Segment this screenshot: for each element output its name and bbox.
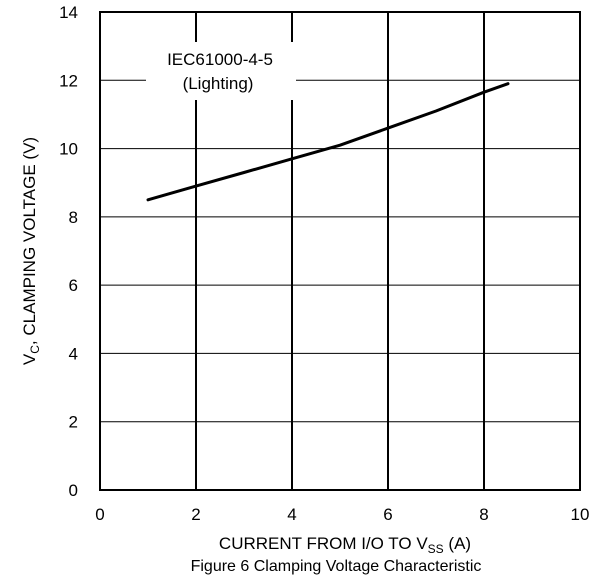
y-tick-label-6: 6	[69, 276, 78, 295]
annotation-line-1: IEC61000-4-5	[167, 50, 273, 69]
x-tick-label-2: 2	[191, 505, 200, 524]
x-tick-label-8: 8	[479, 505, 488, 524]
annotation-line-2: (Lighting)	[183, 74, 254, 93]
plot-area-frame	[99, 11, 581, 491]
series-line-0	[146, 82, 510, 202]
y-tick-label-0: 0	[69, 481, 78, 500]
figure-caption: Figure 6 Clamping Voltage Characteristic	[191, 558, 482, 575]
x-axis-label: CURRENT FROM I/O TO VSS (A)	[219, 534, 471, 556]
y-tick-label-4: 4	[69, 344, 78, 363]
y-tick-label-10: 10	[59, 140, 78, 159]
annotation-background	[146, 42, 296, 100]
y-axis-label: VC, CLAMPING VOLTAGE (V)	[20, 137, 42, 365]
x-tick-label-0: 0	[95, 505, 104, 524]
x-tick-label-6: 6	[383, 505, 392, 524]
x-tick-label-10: 10	[571, 505, 590, 524]
series-layer	[146, 82, 510, 202]
y-tick-labels: 0 2 4 6 8 10 12 14	[59, 3, 78, 500]
y-tick-label-14: 14	[59, 3, 78, 22]
x-tick-labels: 0 2 4 6 8 10	[95, 505, 589, 524]
x-tick-label-4: 4	[287, 505, 296, 524]
y-tick-label-8: 8	[69, 208, 78, 227]
y-tick-label-2: 2	[69, 413, 78, 432]
annotation-box: IEC61000-4-5 (Lighting)	[146, 42, 296, 100]
y-tick-label-12: 12	[59, 71, 78, 90]
